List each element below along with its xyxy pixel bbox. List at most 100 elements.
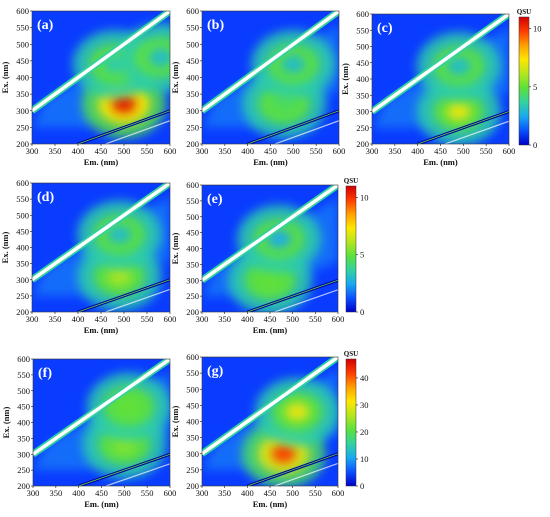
y-tick-label: 350 <box>16 89 29 99</box>
y-tick-label: 250 <box>186 465 199 475</box>
peak-2-core <box>285 402 310 421</box>
x-axis-label: Em. (nm) <box>253 157 288 167</box>
rayleigh-line <box>32 183 170 282</box>
x-tick-label: 500 <box>457 146 470 156</box>
colorbar-tick-label: 0 <box>533 140 537 150</box>
y-tick-label: 450 <box>356 58 369 68</box>
x-axis-label: Em. (nm) <box>84 157 119 167</box>
second-order-edge <box>77 279 170 312</box>
panel-d: (d) 300 350 400 450 500 550 600 200 250 300 350 400 4… <box>0 178 176 335</box>
y-tick-label: 500 <box>186 212 199 222</box>
second-order-edge <box>247 110 339 144</box>
x-tick-label: 350 <box>49 314 62 324</box>
colorbar: QSU 0 5 10 <box>517 8 542 150</box>
y-tick-label: 200 <box>186 139 199 149</box>
rayleigh-line <box>202 11 339 113</box>
y-axis-label: Ex. (nm) <box>1 407 11 439</box>
colorbar-tick-label: 10 <box>533 24 542 34</box>
peak-3-core <box>148 48 170 67</box>
colorbar-title: QSU <box>517 8 531 16</box>
y-tick-label: 400 <box>356 74 369 84</box>
y-tick-label: 600 <box>16 178 29 188</box>
x-axis-label: Em. (nm) <box>253 325 288 335</box>
x-tick-label: 450 <box>95 488 108 498</box>
colorbar-tick-label: 30 <box>360 400 369 410</box>
y-tick-label: 250 <box>186 122 199 132</box>
x-tick-label: 350 <box>218 488 231 498</box>
y-tick-label: 250 <box>186 291 199 301</box>
colorbar-gradient <box>345 358 357 487</box>
peak-1-core <box>271 444 296 463</box>
y-tick-label: 550 <box>186 368 199 378</box>
y-tick-label: 500 <box>17 386 30 396</box>
colorbar-tick-label: 5 <box>360 250 364 260</box>
x-tick-label: 500 <box>286 314 299 324</box>
x-tick-label: 300 <box>196 146 209 156</box>
x-tick-label: 500 <box>286 488 299 498</box>
x-axis-label: Em. (nm) <box>253 499 288 509</box>
y-tick-label: 550 <box>356 25 369 35</box>
y-tick-label: 600 <box>186 352 199 362</box>
colorbar-gradient <box>345 185 357 313</box>
panel-b: (b) 300 350 400 450 500 550 600 200 250 300 350 400 4… <box>170 6 345 167</box>
peak-2-core <box>116 397 141 416</box>
rayleigh-line <box>202 357 338 456</box>
scatter-streak <box>274 289 338 312</box>
second-order-edge <box>78 453 170 486</box>
y-axis-label: Ex. (nm) <box>170 406 180 438</box>
x-tick-label: 300 <box>196 314 209 324</box>
scatter-streak <box>105 120 170 144</box>
y-tick-label: 350 <box>186 89 199 99</box>
y-tick-label: 300 <box>186 275 199 285</box>
y-tick-label: 300 <box>17 449 30 459</box>
colorbar-title: QSU <box>344 350 358 358</box>
y-tick-label: 600 <box>16 6 29 16</box>
y-tick-label: 400 <box>186 417 199 427</box>
y-tick-label: 300 <box>186 449 199 459</box>
x-tick-label: 600 <box>164 314 177 324</box>
y-tick-label: 350 <box>186 259 199 269</box>
x-tick-label: 400 <box>241 146 254 156</box>
y-tick-label: 450 <box>17 402 30 412</box>
y-tick-label: 400 <box>17 418 30 428</box>
x-tick-label: 450 <box>95 314 108 324</box>
panel-label: (g) <box>207 364 224 379</box>
colorbar-tick-label: 40 <box>360 373 369 383</box>
x-tick-label: 400 <box>72 146 85 156</box>
x-tick-label: 300 <box>26 314 39 324</box>
x-tick-label: 450 <box>95 146 108 156</box>
x-tick-label: 500 <box>118 488 131 498</box>
x-axis-label: Em. (nm) <box>84 325 119 335</box>
second-order-edge <box>247 279 338 312</box>
y-tick-label: 500 <box>186 39 199 49</box>
peak-2-core <box>446 57 471 75</box>
peak-1-core <box>258 271 282 290</box>
x-tick-label: 500 <box>118 146 131 156</box>
panel-label: (e) <box>207 192 223 207</box>
scatter-streak <box>274 462 338 486</box>
second-order-edge <box>247 453 338 486</box>
x-tick-label: 400 <box>241 488 254 498</box>
colorbar-tick-label: 5 <box>533 82 537 92</box>
colorbar-tick-label: 0 <box>360 481 364 491</box>
y-tick-label: 250 <box>16 122 29 132</box>
x-tick-label: 450 <box>264 314 277 324</box>
y-tick-label: 500 <box>356 42 369 52</box>
x-tick-label: 550 <box>141 488 154 498</box>
x-axis-label: Em. (nm) <box>84 499 119 509</box>
colorbar-title: QSU <box>344 177 358 185</box>
x-tick-label: 400 <box>411 146 424 156</box>
y-tick-label: 400 <box>186 73 199 83</box>
x-tick-label: 300 <box>366 146 379 156</box>
colorbar-tick-label: 20 <box>360 427 369 437</box>
scatter-streak <box>105 463 170 486</box>
x-tick-label: 300 <box>196 488 209 498</box>
y-tick-label: 200 <box>17 481 30 491</box>
rayleigh-line <box>33 359 170 456</box>
scatter-streak <box>105 288 170 312</box>
peak-1-core <box>272 95 297 114</box>
y-tick-label: 500 <box>16 39 29 49</box>
rayleigh-line <box>202 185 338 282</box>
x-tick-label: 350 <box>49 146 62 156</box>
second-order-edge <box>77 110 170 144</box>
